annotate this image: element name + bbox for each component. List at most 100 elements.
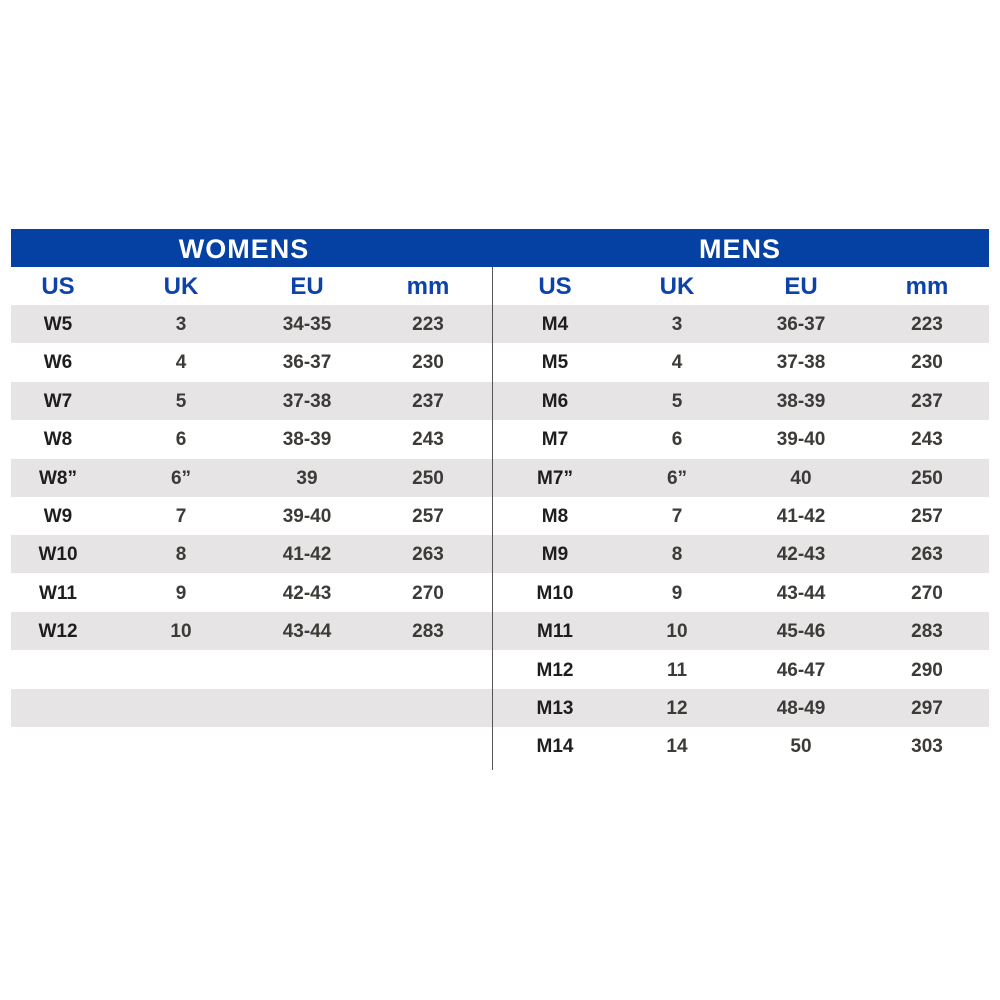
- mens-cell: 6: [671, 429, 683, 451]
- womens-cell: 5: [175, 390, 187, 412]
- womens-cell: 257: [412, 506, 444, 527]
- mens-cell: 11: [666, 659, 688, 681]
- mens-cell: 257: [911, 506, 943, 527]
- mens-cell: 6”: [666, 467, 688, 489]
- mens-cell: 3: [671, 314, 683, 335]
- row-stripe: [11, 381, 989, 420]
- womens-cell: W10: [38, 544, 78, 566]
- row-stripe: [11, 535, 989, 574]
- mens-cell: 14: [666, 736, 688, 758]
- row-stripe: [11, 458, 989, 497]
- womens-header-eu: EU: [290, 273, 324, 300]
- mens-cell: M6: [541, 390, 569, 412]
- mens-cell: 45-46: [776, 621, 826, 643]
- mens-cell: 290: [911, 659, 943, 681]
- womens-cell: 42-43: [282, 582, 332, 604]
- womens-cell: W5: [43, 314, 73, 335]
- section-banner: WOMENS MENS: [11, 229, 989, 267]
- row-stripe: [11, 689, 989, 727]
- mens-cell: M12: [536, 659, 574, 681]
- mens-cell: 303: [911, 736, 943, 758]
- mens-header-mm: mm: [905, 273, 949, 300]
- mens-cell: 270: [911, 582, 943, 604]
- mens-cell: 5: [671, 390, 683, 412]
- womens-cell: 9: [175, 582, 187, 604]
- mens-cell: M7: [541, 429, 569, 451]
- mens-cell: 48-49: [776, 698, 826, 719]
- mens-cell: 9: [671, 582, 683, 604]
- womens-cell: 36-37: [282, 352, 332, 374]
- womens-cell: 243: [412, 429, 444, 451]
- womens-cell: W8: [43, 429, 73, 451]
- womens-cell: 4: [175, 352, 187, 374]
- womens-cell: 6: [175, 429, 187, 451]
- womens-cell: 43-44: [282, 621, 332, 643]
- row-stripe: [11, 612, 989, 651]
- mens-cell: 43-44: [776, 582, 826, 604]
- womens-cell: 230: [412, 352, 444, 374]
- mens-cell: 230: [911, 352, 943, 374]
- womens-title: WOMENS: [178, 234, 310, 264]
- mens-cell: 250: [911, 467, 943, 489]
- womens-cell: 7: [175, 506, 187, 527]
- womens-header-us: US: [41, 273, 75, 300]
- mens-cell: 39-40: [776, 429, 826, 451]
- mens-cell: 10: [666, 621, 688, 643]
- womens-header-mm: mm: [406, 273, 450, 300]
- womens-cell: W11: [38, 582, 78, 604]
- mens-cell: M8: [541, 506, 569, 527]
- womens-cell: 39-40: [282, 506, 332, 527]
- mens-cell: M9: [541, 544, 569, 566]
- mens-cell: 7: [671, 506, 683, 527]
- womens-cell: 250: [412, 467, 444, 489]
- mens-cell: 41-42: [776, 506, 826, 527]
- womens-cell: 6”: [170, 467, 192, 489]
- womens-cell: 10: [170, 621, 192, 643]
- womens-cell: 41-42: [282, 544, 332, 566]
- womens-cell: W6: [43, 352, 73, 374]
- mens-cell: M10: [536, 582, 574, 604]
- womens-cell: 34-35: [282, 314, 332, 335]
- mens-cell: 4: [671, 352, 683, 374]
- womens-cell: 37-38: [282, 390, 332, 412]
- womens-cell: W9: [43, 506, 73, 527]
- mens-cell: 40: [790, 467, 812, 489]
- mens-cell: 8: [671, 544, 683, 566]
- womens-cell: 270: [412, 582, 444, 604]
- mens-title: MENS: [698, 234, 782, 264]
- mens-cell: 46-47: [776, 659, 826, 681]
- mens-header-uk: UK: [659, 273, 695, 300]
- mens-cell: 297: [911, 698, 943, 719]
- mens-cell: M13: [536, 698, 574, 719]
- womens-cell: W7: [43, 390, 73, 412]
- mens-cell: 12: [666, 698, 688, 719]
- womens-cell: 38-39: [282, 429, 332, 451]
- womens-cell: 237: [412, 390, 444, 412]
- womens-cell: W12: [38, 621, 78, 643]
- mens-cell: 237: [911, 390, 943, 412]
- womens-cell: W8”: [39, 467, 77, 489]
- mens-cell: 223: [911, 314, 943, 335]
- mens-cell: 36-37: [776, 314, 826, 335]
- mens-header-eu: EU: [784, 273, 818, 300]
- mens-header-us: US: [538, 273, 572, 300]
- womens-cell: 8: [175, 544, 187, 566]
- womens-cell: 283: [412, 621, 444, 643]
- row-stripe: [11, 305, 989, 343]
- mens-cell: 38-39: [776, 390, 826, 412]
- mens-cell: M4: [541, 314, 569, 335]
- womens-cell: 263: [412, 544, 444, 566]
- column-divider: [492, 267, 493, 770]
- mens-cell: 42-43: [776, 544, 826, 566]
- mens-cell: 243: [911, 429, 943, 451]
- womens-header-uk: UK: [163, 273, 199, 300]
- mens-cell: M5: [541, 352, 569, 374]
- mens-cell: M14: [536, 736, 574, 758]
- mens-cell: M11: [537, 621, 573, 643]
- mens-cell: 283: [911, 621, 943, 643]
- womens-cell: 39: [296, 467, 318, 489]
- mens-cell: 50: [790, 736, 812, 758]
- mens-cell: 37-38: [776, 352, 826, 374]
- womens-cell: 223: [412, 314, 444, 335]
- mens-cell: 263: [911, 544, 943, 566]
